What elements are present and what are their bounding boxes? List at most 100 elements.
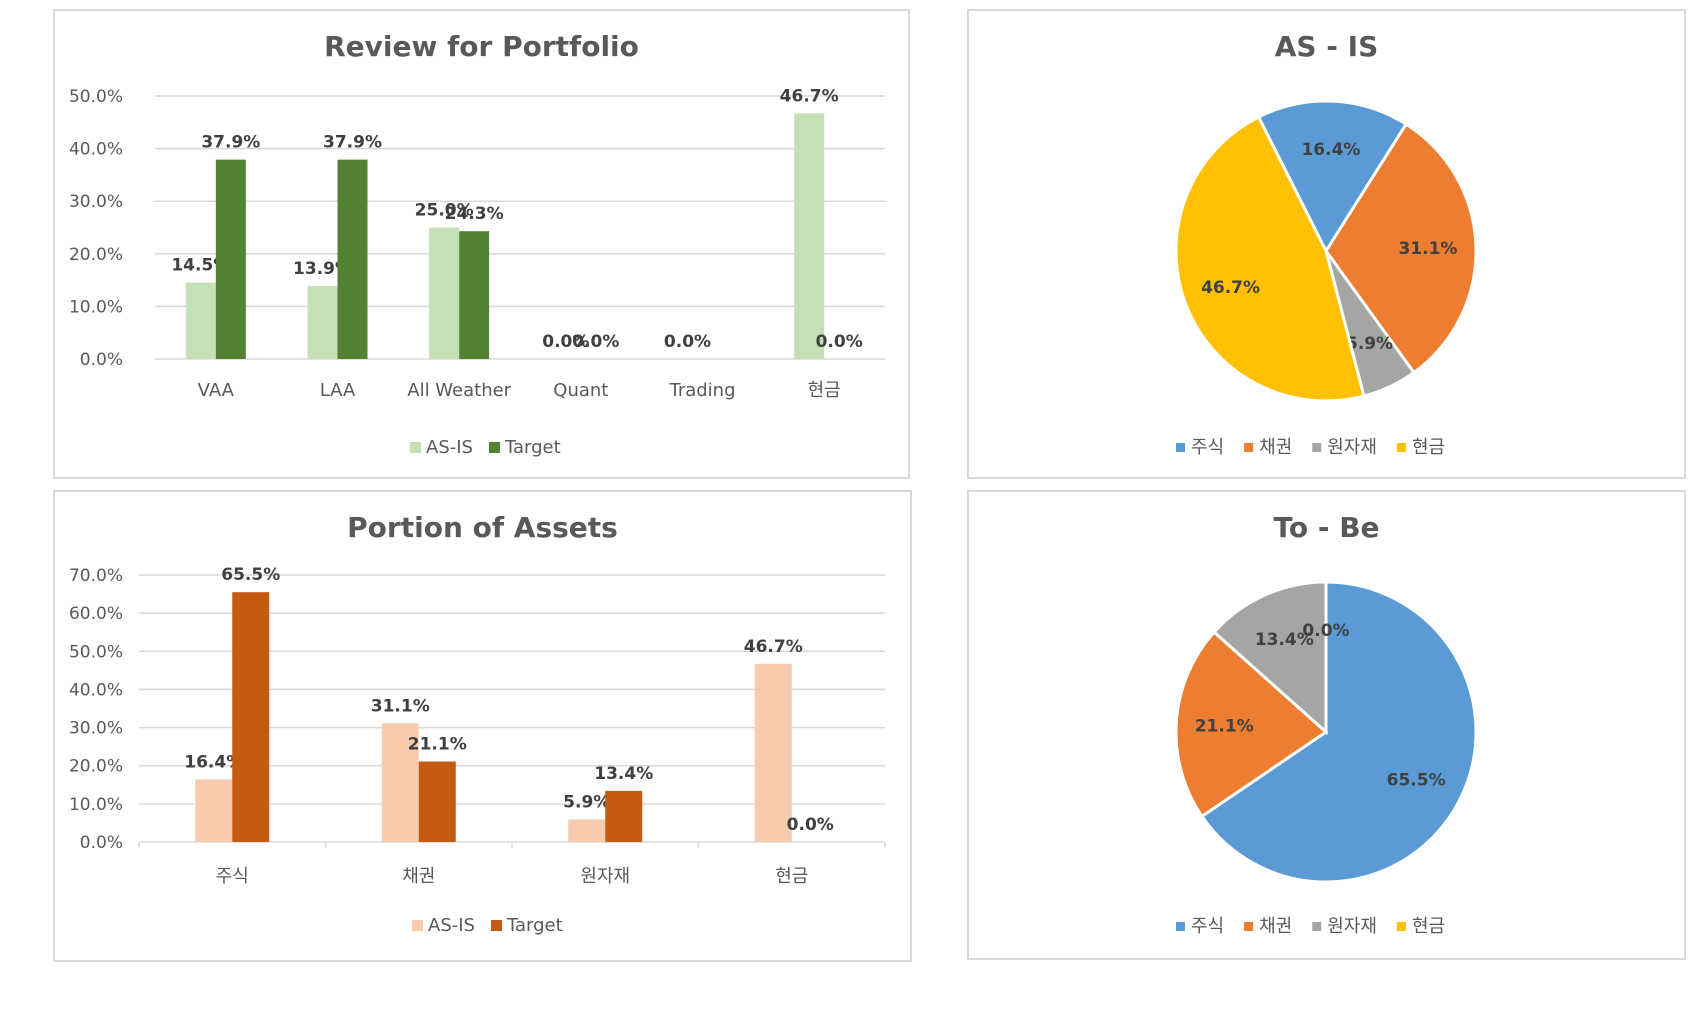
data-label: 37.9% [323,133,382,153]
data-label: 0.0% [542,332,589,352]
y-tick-label: 20.0% [69,757,123,777]
bar-target-원자재 [605,790,643,842]
data-label: 14.5% [171,256,230,276]
pie-slice-현금 [1174,114,1366,403]
pie-data-label: 31.1% [1398,239,1457,259]
category-label: 현금 [775,866,808,887]
category-label: Trading [668,380,735,401]
data-label: 65.5% [221,565,280,585]
data-label: 37.9% [201,133,260,153]
pie-data-label: 0.0% [1302,621,1349,641]
data-label: 31.1% [371,696,430,716]
chart-title: Review for Portfolio [324,30,639,63]
legend-label-채권: 채권 [1259,437,1292,458]
category-label: 주식 [216,866,249,887]
pie-slice-주식 [1256,99,1409,255]
bar-target-vaa [215,159,246,359]
legend-label-as-is: AS-IS [426,437,473,458]
legend-swatch-as-is [412,920,423,931]
legend-label-현금: 현금 [1412,437,1445,458]
data-label: 0.0% [664,332,711,352]
y-tick-label: 20.0% [69,245,123,265]
category-label: 원자재 [580,866,630,887]
y-tick-label: 60.0% [69,604,123,624]
legend-label-원자재: 원자재 [1327,437,1377,458]
bar-as-is-주식 [195,779,233,842]
y-tick-label: 50.0% [69,642,123,662]
bar-as-is-all-weather [429,227,460,359]
y-tick-label: 10.0% [69,795,123,815]
data-label: 24.3% [445,204,504,224]
bar-as-is-원자재 [568,819,606,842]
category-label: 현금 [808,380,841,401]
legend-label-현금: 현금 [1412,916,1445,937]
data-label: 25.0% [415,201,474,221]
legend-label-원자재: 원자재 [1327,916,1377,937]
legend-label-채권: 채권 [1259,916,1292,937]
data-label: 5.9% [563,792,610,812]
legend-swatch-주식 [1176,922,1185,931]
data-label: 13.4% [594,764,653,784]
pie-data-label: 16.4% [1301,140,1360,160]
as-is-pie-chart: AS - IS 16.4% 31.1% 5.9% 46.7% 주식 채권 원자재 현금 [967,9,1686,479]
data-label: 0.0% [816,332,863,352]
data-label: 13.9% [293,259,352,279]
y-tick-label: 30.0% [69,719,123,739]
pie-data-label: 65.5% [1387,771,1446,791]
pie-slice-채권 [1324,122,1478,375]
bar-target-all-weather [459,231,490,359]
pie-data-label: 13.4% [1255,630,1314,650]
data-label: 0.0% [572,332,619,352]
y-tick-label: 10.0% [69,297,123,317]
bar-as-is-현금 [754,663,792,842]
legend-swatch-현금 [1396,443,1406,452]
category-label: All Weather [407,380,511,401]
legend-label-주식: 주식 [1191,437,1224,458]
chart-title: Portion of Assets [347,511,618,544]
y-tick-label: 50.0% [69,87,123,107]
data-label: 46.7% [780,86,839,106]
legend-swatch-as-is [410,442,421,453]
bar-as-is-채권 [381,723,419,842]
to-be-pie-chart: To - Be 65.5% 21.1% 13.4% 0.0% 주식 채권 원자재 현금 [967,490,1686,960]
legend-swatch-주식 [1176,443,1185,452]
y-tick-label: 0.0% [80,350,123,370]
bar-as-is-laa [307,285,338,359]
legend-swatch-채권 [1244,443,1254,452]
review-portfolio-svg: Review for Portfolio 0.0% 10.0% 20.0% 30.0% 4… [69,30,885,458]
legend-swatch-현금 [1396,922,1406,931]
category-label: Quant [553,380,608,401]
bar-target-채권 [418,761,456,842]
y-tick-label: 0.0% [80,833,123,853]
y-tick-label: 40.0% [69,680,123,700]
category-label: LAA [320,380,356,401]
as-is-pie-svg: AS - IS 16.4% 31.1% 5.9% 46.7% 주식 채권 원자재 현금 [1174,30,1478,458]
data-label: 16.4% [184,752,243,772]
pie-data-label: 21.1% [1195,716,1254,736]
legend-label-as-is: AS-IS [428,915,475,936]
legend-label-주식: 주식 [1191,916,1224,937]
y-tick-label: 40.0% [69,140,123,160]
y-tick-label: 30.0% [69,192,123,212]
y-tick-label: 70.0% [69,566,123,586]
to-be-pie-svg: To - Be 65.5% 21.1% 13.4%0.0% 주식 채권 원자재 현금 [1174,511,1478,937]
chart-title: AS - IS [1275,30,1379,63]
chart-title: To - Be [1273,511,1379,544]
legend-swatch-target [488,442,500,453]
pie-data-label: 5.9% [1346,334,1393,354]
legend-swatch-원자재 [1312,443,1322,452]
legend-swatch-채권 [1244,922,1254,931]
bar-as-is-현금 [794,113,825,359]
review-portfolio-chart: Review for Portfolio 0.0% 10.0% 20.0% 30.0% 4… [53,9,910,479]
bar-target-laa [337,159,368,359]
bar-target-주식 [232,592,270,842]
data-label: 21.1% [408,735,467,755]
legend-swatch-원자재 [1312,922,1322,931]
pie-slice-원자재 [1211,580,1328,736]
category-label: 채권 [402,866,435,887]
legend-label-target: Target [504,437,561,458]
pie-data-label: 46.7% [1201,278,1260,298]
portion-of-assets-chart: Portion of Assets 0.0% 10.0% 20.0% 30.0% 40.0… [53,490,912,962]
data-label: 0.0% [787,815,834,835]
category-label: VAA [198,380,235,401]
